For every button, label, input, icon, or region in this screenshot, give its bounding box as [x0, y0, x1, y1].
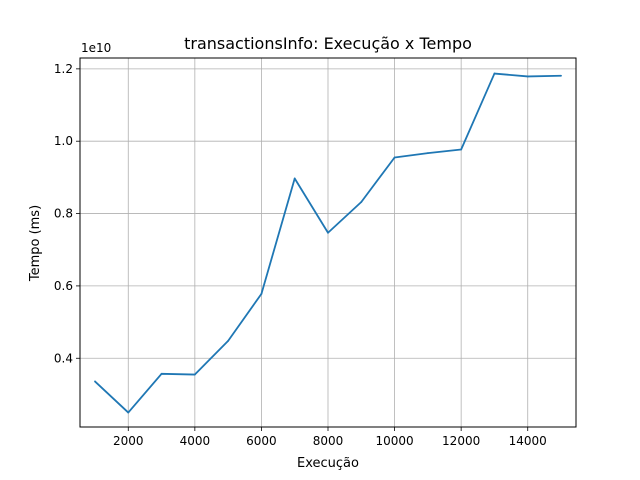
y-tick-label: 0.8: [54, 207, 73, 221]
y-axis-label: Tempo (ms): [28, 205, 43, 282]
x-tick-label: 2000: [113, 434, 144, 448]
data-point: [227, 340, 230, 342]
x-axis-ticks: 2000 4000 6000 8000 10000 12000 14000: [113, 427, 547, 448]
data-point: [460, 148, 463, 151]
y-tick-label: 1.2: [54, 62, 73, 76]
x-tick-label: 12000: [442, 434, 480, 448]
data-point: [293, 177, 296, 180]
x-tick-label: 14000: [509, 434, 547, 448]
data-point: [327, 231, 329, 234]
y-tick-label: 1.0: [54, 134, 73, 148]
data-point: [260, 292, 263, 295]
data-point: [160, 372, 163, 375]
data-point: [193, 373, 196, 376]
data-point: [393, 156, 396, 159]
x-tick-label: 6000: [246, 434, 277, 448]
y-axis-ticks: 0.4 0.6 0.8 1.0 1.2: [54, 62, 80, 365]
data-point: [560, 74, 562, 77]
data-point: [426, 152, 429, 155]
data-point: [94, 380, 96, 383]
series-layer: [94, 72, 562, 414]
data-point: [493, 72, 496, 75]
x-axis-label: Execução: [297, 456, 359, 471]
x-tick-label: 8000: [313, 434, 344, 448]
x-tick-label: 4000: [180, 434, 211, 448]
y-tick-label: 0.4: [54, 351, 73, 365]
data-point: [360, 201, 363, 203]
y-tick-label: 0.6: [54, 279, 73, 293]
chart-title: transactionsInfo: Execução x Tempo: [184, 34, 472, 53]
data-point: [127, 411, 130, 414]
grid: [80, 58, 576, 427]
x-tick-label: 10000: [375, 434, 413, 448]
y-offset-label: 1e10: [81, 41, 111, 55]
data-point: [526, 75, 529, 78]
